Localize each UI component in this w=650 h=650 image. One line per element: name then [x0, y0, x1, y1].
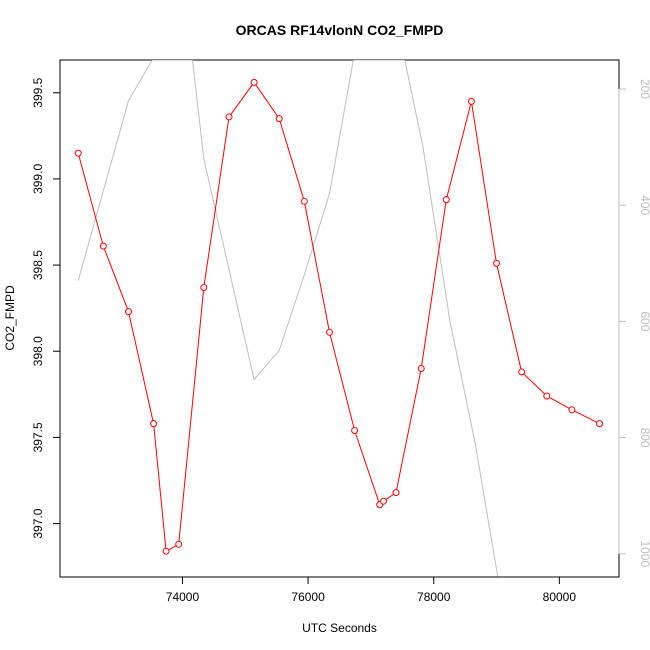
- x-tick-label: 76000: [291, 590, 325, 604]
- y-tick-label: 399.0: [31, 164, 45, 194]
- marker-layer: [74, 78, 603, 555]
- series-layer: [77, 60, 600, 577]
- co2-data-point: [326, 328, 333, 336]
- y2-tick-label: 400: [638, 195, 650, 215]
- co2-data-point: [568, 406, 576, 414]
- y-tick-label: 397.5: [31, 422, 45, 452]
- co2-data-point: [150, 420, 158, 428]
- x-tick-label: 80000: [543, 590, 577, 604]
- co2-data-point: [596, 420, 603, 428]
- co2-data-point: [493, 259, 500, 267]
- co2-data-point: [250, 78, 258, 86]
- x-tick-label: 74000: [166, 590, 200, 604]
- y2-tick-label: 800: [638, 428, 650, 448]
- co2-data-point: [380, 497, 387, 505]
- y-tick-label: 397.0: [31, 508, 45, 538]
- y-axis-label: CO2_FMPD: [3, 285, 17, 351]
- co2-series-line: [77, 81, 600, 553]
- y-tick-label: 399.5: [31, 77, 45, 107]
- chart-title: ORCAS RF14vlonN CO2_FMPD: [236, 22, 444, 38]
- co2-data-point: [200, 284, 208, 291]
- co2-data-point: [518, 368, 526, 376]
- co2-data-point: [543, 392, 551, 400]
- y-tick-label: 398.5: [31, 250, 45, 280]
- co2-data-point: [175, 540, 183, 548]
- co2-data-point: [351, 427, 359, 434]
- co2-data-point: [392, 489, 400, 497]
- co2-data-point: [275, 115, 283, 123]
- x-tick-label: 78000: [417, 590, 451, 604]
- co2-data-point: [467, 97, 475, 105]
- y2-tick-label: 1000: [638, 540, 650, 567]
- co2-data-point: [442, 196, 450, 204]
- secondary-series-line: [77, 60, 501, 577]
- co2-data-point: [417, 365, 425, 372]
- y2-tick-label: 600: [638, 311, 650, 331]
- co2-data-point: [162, 547, 170, 555]
- co2-data-point: [125, 308, 132, 316]
- y2-tick-label: 200: [638, 79, 650, 99]
- y-tick-label: 398.0: [31, 336, 45, 366]
- co2-data-point: [300, 197, 308, 205]
- axis-layer: 74000 76000 78000 80000 397.0 397.5 398.0 398.5…: [31, 77, 650, 604]
- co2-data-point: [99, 242, 107, 250]
- x-axis-label: UTC Seconds: [302, 621, 377, 635]
- co2-data-point: [225, 113, 233, 121]
- co2-data-point: [74, 149, 82, 157]
